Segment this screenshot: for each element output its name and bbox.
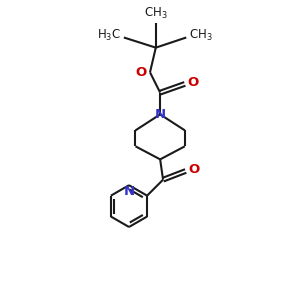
Text: O: O [189,163,200,176]
Text: N: N [154,108,166,121]
Text: N: N [123,185,135,198]
Text: CH$_3$: CH$_3$ [189,28,212,43]
Text: O: O [135,66,146,79]
Text: O: O [188,76,199,89]
Text: H$_3$C: H$_3$C [98,28,122,43]
Text: CH$_3$: CH$_3$ [144,6,168,21]
